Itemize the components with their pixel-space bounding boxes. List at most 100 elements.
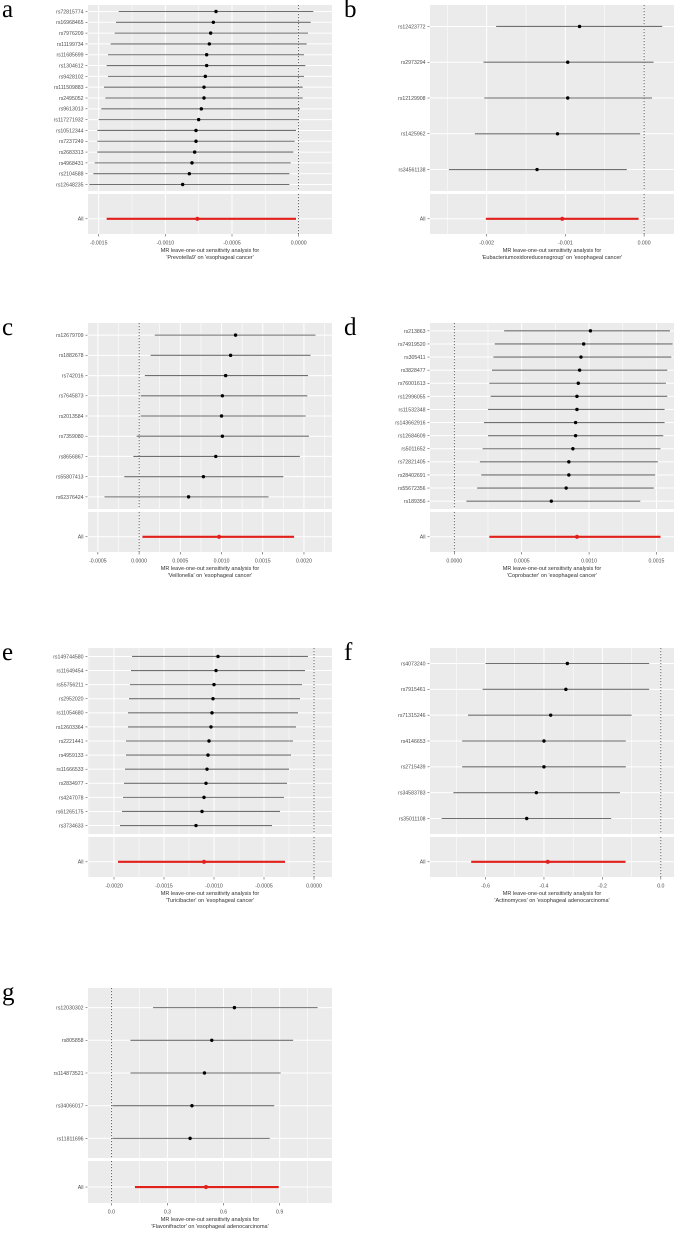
svg-text:rs12129908: rs12129908 [398, 96, 426, 102]
svg-text:0.0005: 0.0005 [514, 559, 530, 565]
svg-text:rs7359080: rs7359080 [59, 434, 84, 440]
x-axis-label-line2: 'Coprobacter' on 'esophageal cancer' [506, 573, 598, 579]
forest-plot-svg-d: rs213863 rs74919520 rs305411 rs3828477 rs760… [395, 323, 674, 565]
svg-text:rs1304612: rs1304612 [59, 63, 84, 69]
svg-text:rs9428102: rs9428102 [59, 74, 84, 80]
forest-panel-g: g rs12030302 rs805858 rs114873521 rs3406601… [0, 979, 342, 1239]
x-axis-label-line2: 'Actinomyces' on 'esophageal adenocarcin… [494, 898, 610, 904]
svg-text:0.0: 0.0 [657, 884, 664, 890]
snp-rows: rs213863 rs74919520 rs305411 rs3828477 rs760… [395, 329, 673, 505]
svg-text:rs61265175: rs61265175 [56, 809, 84, 815]
svg-text:rs2834977: rs2834977 [59, 781, 84, 787]
panel-letter-e: e [2, 639, 14, 666]
svg-text:All: All [78, 860, 84, 866]
svg-text:rs805858: rs805858 [62, 1038, 84, 1044]
panel-letter-f: f [344, 639, 353, 666]
svg-text:0.0010: 0.0010 [581, 559, 597, 565]
svg-text:rs12603364: rs12603364 [56, 725, 84, 731]
forest-panel-a: a rs72815774 rs16968465 rs7976209 rs1119973… [0, 0, 342, 318]
x-axis: -0.0005 0.0000 0.0005 0.0010 0.0015 0.0020 [89, 552, 312, 565]
forest-plot-c: rs12679709 rs1882678 rs742016 rs7645873 rs20… [0, 318, 342, 566]
svg-text:rs34583783: rs34583783 [398, 791, 426, 797]
x-axis-label-line1: MR leave-one-out sensitivity analysis fo… [160, 566, 260, 572]
svg-text:rs7915461: rs7915461 [401, 687, 426, 693]
svg-text:rs11811696: rs11811696 [57, 1136, 84, 1142]
snp-rows: rs149744580 rs11649454 rs55756211 rs2952020… [53, 654, 308, 829]
svg-text:0.0000: 0.0000 [306, 884, 322, 890]
x-axis: -0.002 -0.001 0.000 [479, 234, 651, 247]
all-row: All [78, 216, 296, 223]
svg-text:rs149744580: rs149744580 [53, 654, 83, 660]
svg-text:0.0000: 0.0000 [446, 559, 462, 565]
svg-text:rs11685699: rs11685699 [56, 53, 83, 59]
x-axis-label-line2: 'Eubacteriumoxidoreducensgroup' on 'esop… [481, 255, 623, 261]
svg-text:rs7237249: rs7237249 [59, 139, 84, 145]
x-axis-label-line1: MR leave-one-out sensitivity analysis fo… [502, 891, 602, 897]
svg-text:rs2952020: rs2952020 [59, 697, 84, 703]
forest-plot-svg-g: rs12030302 rs805858 rs114873521 rs34066017 r… [54, 988, 332, 1216]
svg-text:rs55756211: rs55756211 [56, 683, 83, 689]
all-row: All [420, 859, 626, 866]
svg-text:rs2715439: rs2715439 [401, 765, 426, 771]
svg-text:-0.0005: -0.0005 [223, 241, 241, 247]
svg-text:0.0015: 0.0015 [255, 559, 271, 565]
svg-text:rs12679709: rs12679709 [56, 333, 84, 339]
forest-panel-d: d rs213863 rs74919520 rs305411 rs3828477 rs7… [342, 314, 684, 643]
snp-rows: rs4073240 rs7915461 rs71315246 rs4146653 rs2… [398, 661, 650, 822]
svg-text:rs9613013: rs9613013 [59, 107, 84, 113]
svg-text:rs213863: rs213863 [404, 329, 426, 335]
svg-text:rs114873521: rs114873521 [54, 1071, 84, 1077]
svg-text:0.6: 0.6 [220, 1210, 227, 1216]
svg-text:-0.0015: -0.0015 [90, 241, 108, 247]
svg-text:rs7976209: rs7976209 [59, 31, 84, 37]
svg-text:rs71315246: rs71315246 [398, 713, 426, 719]
svg-text:rs2495052: rs2495052 [59, 96, 84, 102]
svg-text:rs11199734: rs11199734 [57, 42, 84, 48]
panel-letter-g: g [2, 979, 15, 1006]
svg-text:rs143662916: rs143662916 [395, 420, 425, 426]
panel-letter-d: d [344, 314, 357, 341]
forest-plot-svg-c: rs12679709 rs1882678 rs742016 rs7645873 rs20… [56, 323, 332, 565]
svg-text:rs4146653: rs4146653 [401, 739, 426, 745]
svg-text:rs2221441: rs2221441 [59, 739, 84, 745]
svg-text:rs742016: rs742016 [62, 373, 84, 379]
x-axis-label-line2: 'Flavonifractor' on 'esophageal adenocar… [151, 1224, 269, 1230]
all-row: All [78, 534, 295, 541]
svg-text:rs1882678: rs1882678 [59, 353, 84, 359]
svg-text:rs12648235: rs12648235 [56, 182, 84, 188]
svg-text:rs55807413: rs55807413 [56, 475, 84, 481]
svg-text:0.0010: 0.0010 [214, 559, 230, 565]
forest-plot-b: rs12423772 rs2973294 rs12129908 rs1425962 rs… [342, 0, 684, 248]
forest-panel-b: b rs12423772 rs2973294 rs12129908 rs1425962… [342, 0, 684, 318]
x-axis-label-line1: MR leave-one-out sensitivity analysis fo… [160, 1217, 260, 1223]
svg-text:rs11666533: rs11666533 [56, 767, 83, 773]
svg-text:-0.2: -0.2 [598, 884, 607, 890]
svg-text:-0.0015: -0.0015 [155, 884, 173, 890]
svg-text:rs74919520: rs74919520 [398, 342, 426, 348]
svg-text:rs5011652: rs5011652 [401, 447, 425, 453]
x-axis-label-line2: 'Prevotella9' on 'esophageal cancer' [166, 255, 254, 261]
svg-text:rs189356: rs189356 [404, 499, 426, 505]
svg-text:rs11649454: rs11649454 [56, 668, 83, 674]
svg-text:-0.0010: -0.0010 [205, 884, 223, 890]
svg-text:All: All [420, 860, 426, 866]
svg-text:rs305411: rs305411 [404, 355, 425, 361]
svg-text:0.0: 0.0 [108, 1210, 115, 1216]
svg-text:0.3: 0.3 [164, 1210, 171, 1216]
forest-panel-f: f rs4073240 rs7915461 rs71315246 rs4146653 r… [342, 639, 684, 983]
x-axis: -0.0015 -0.0010 -0.0005 0.0000 [90, 234, 307, 247]
panel-letter-a: a [2, 0, 14, 23]
snp-rows: rs12030302 rs805858 rs114873521 rs34066017 r… [54, 1006, 318, 1142]
svg-text:rs4959133: rs4959133 [59, 753, 84, 759]
svg-text:-0.0020: -0.0020 [105, 884, 123, 890]
svg-text:All: All [420, 217, 426, 223]
svg-text:rs2013584: rs2013584 [59, 414, 84, 420]
all-row: All [78, 1184, 279, 1191]
svg-text:rs1425962: rs1425962 [401, 132, 426, 138]
x-axis-label-line2: 'Turicibacter' on 'esophageal cancer' [165, 898, 255, 904]
svg-text:rs76001613: rs76001613 [398, 381, 426, 387]
x-axis-label-line1: MR leave-one-out sensitivity analysis fo… [502, 248, 602, 254]
svg-text:-0.0010: -0.0010 [157, 241, 175, 247]
svg-text:0.000: 0.000 [638, 241, 651, 247]
